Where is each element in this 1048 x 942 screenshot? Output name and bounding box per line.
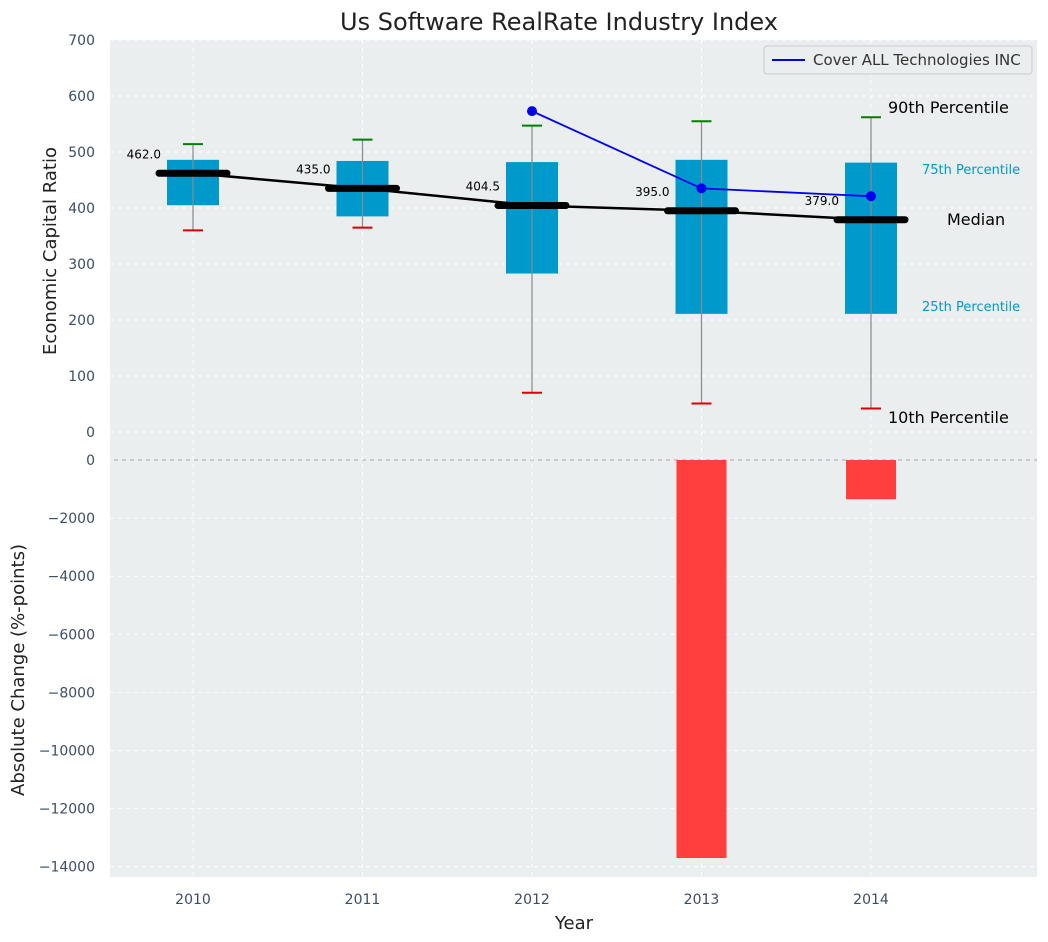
median-value-label: 379.0 [805, 194, 839, 208]
median-value-label: 404.5 [466, 179, 500, 193]
percentile-annotations: 90th Percentile 75th Percentile Median 2… [888, 98, 1020, 427]
bottom-y-axis-title: Absolute Change (%-points) [8, 544, 29, 796]
bottom-y-tick-label: −12000 [39, 802, 95, 818]
x-tick-label: 2013 [684, 892, 720, 908]
bottom-y-tick-label: −2000 [48, 511, 95, 527]
top-y-tick-label: 600 [68, 89, 95, 105]
median-value-label: 395.0 [635, 185, 669, 199]
median-value-label: 435.0 [296, 162, 330, 176]
top-y-tick-label: 500 [68, 145, 95, 161]
bottom-y-tick-label: −8000 [48, 685, 95, 701]
top-y-tick-label: 700 [68, 33, 95, 49]
annotation-p90: 90th Percentile [888, 98, 1009, 117]
median-value-label: 462.0 [127, 147, 161, 161]
bottom-panel: 0 −2000 −4000 −6000 −8000 −10000 −12000 −14000 2… [39, 453, 896, 908]
change-bar-2014 [846, 460, 896, 500]
chart-title: Us Software RealRate Industry Index [340, 8, 778, 36]
top-y-tick-label: 100 [68, 369, 95, 385]
bottom-y-tick-label: 0 [86, 453, 95, 469]
bottom-plot-area [110, 460, 1037, 877]
top-y-tick-label: 300 [68, 257, 95, 273]
series-point-cover-all-2012 [527, 106, 537, 117]
x-tick-label: 2012 [514, 892, 550, 908]
x-tick-label: 2011 [345, 892, 381, 908]
series-point-cover-all-2013 [696, 183, 707, 194]
legend: Cover ALL Technologies INC [763, 45, 1033, 75]
bottom-y-tick-label: −6000 [48, 627, 95, 643]
x-tick-label: 2010 [175, 892, 211, 908]
legend-box [763, 45, 1033, 75]
top-y-tick-label: 0 [86, 425, 95, 441]
annotation-median: Median [947, 210, 1005, 229]
x-tick-label: 2014 [853, 892, 889, 908]
change-bar-2013 [676, 460, 727, 858]
top-y-tick-label: 200 [68, 313, 95, 329]
x-axis-title: Year [554, 913, 594, 934]
top-y-axis-title: Economic Capital Ratio [40, 147, 61, 355]
legend-label-cover-all: Cover ALL Technologies INC [813, 51, 1021, 69]
annotation-p25: 25th Percentile [922, 300, 1020, 315]
top-y-tick-label: 400 [68, 201, 95, 217]
bottom-y-tick-label: −4000 [48, 569, 95, 585]
annotation-p75: 75th Percentile [922, 163, 1020, 178]
annotation-p10: 10th Percentile [888, 408, 1009, 427]
bottom-y-tick-label: −10000 [39, 744, 95, 760]
top-panel: 0 100 200 300 400 500 600 700 462.0 435.0 404.5 395… [68, 33, 909, 441]
series-point-cover-all-2014 [866, 191, 876, 202]
bottom-y-tick-label: −14000 [39, 860, 95, 876]
